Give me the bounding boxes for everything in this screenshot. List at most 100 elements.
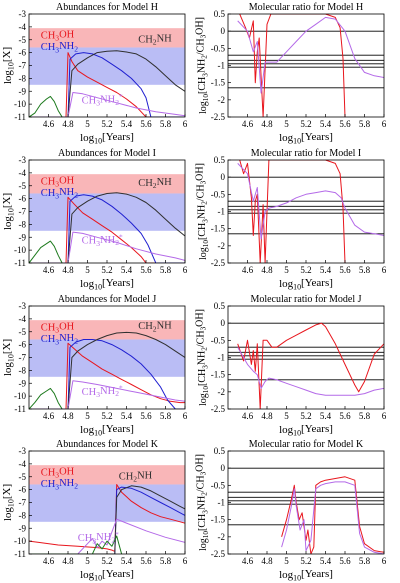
y-tick-label: -0.5 (211, 335, 226, 345)
x-tick-label: 6 (382, 411, 387, 421)
y-tick-label: 0.5 (214, 9, 226, 19)
y-axis-label: log10​[CH3​NH2​/CH3​OH] (195, 454, 211, 551)
x-tick-label: 6 (382, 265, 387, 275)
series-line-ratio (281, 476, 384, 554)
series-annotation: CH3​NH2​*​ (82, 232, 123, 248)
y-axis-label: log10​[X] (1, 339, 15, 376)
x-tick-label: 6 (382, 556, 387, 566)
x-axis-label: log10​[Years] (279, 131, 333, 145)
x-tick-label: 4.6 (43, 411, 55, 421)
observed-band (29, 193, 185, 231)
plot-area (29, 320, 185, 409)
x-tick-label: 5.8 (160, 556, 172, 566)
x-tick-label: 5 (85, 119, 90, 129)
observed-band (29, 47, 185, 85)
y-tick-label: 0 (221, 172, 226, 182)
series-annotation: CH3​NH2​*​ (82, 384, 123, 400)
x-tick-label: 4.6 (242, 265, 254, 275)
x-tick-label: 5.6 (339, 119, 351, 129)
observed-band (29, 174, 185, 194)
x-tick-label: 5.6 (339, 556, 351, 566)
series-line-ch3oh (29, 484, 185, 552)
y-tick-label: -6 (19, 194, 27, 204)
x-tick-label: 5.4 (121, 411, 133, 421)
x-tick-label: 4.8 (261, 556, 273, 566)
series-line-ratio-ice (237, 16, 384, 94)
series-line-ch3oh (29, 342, 185, 409)
chart-title: Molecular ratio for Model I (251, 148, 362, 159)
chart-panel: Abundances for Model J 4.6 4.8 5 5.2 5.4 5.6 5.… (1, 294, 188, 437)
series-line-ch3nh2- (29, 231, 185, 263)
y-tick-label: -3 (19, 9, 27, 19)
y-tick-label: -10 (14, 99, 26, 109)
x-axis-label: log10​[Years] (80, 277, 134, 291)
y-tick-label: -3 (19, 301, 27, 311)
observed-band (29, 465, 185, 485)
x-tick-label: 4.6 (242, 556, 254, 566)
series-annotation: CH2​NH (138, 177, 172, 190)
y-tick-label: -2.5 (211, 549, 226, 559)
x-tick-label: 5.2 (300, 556, 311, 566)
y-tick-label: -1.5 (211, 78, 226, 88)
x-tick-label: 5.4 (320, 119, 332, 129)
series-line-ch3nh2 (29, 339, 185, 409)
x-tick-label: 6 (183, 411, 188, 421)
y-tick-label: -10 (14, 245, 26, 255)
x-tick-label: 5.8 (359, 265, 371, 275)
x-tick-label: 4.6 (43, 119, 55, 129)
x-tick-label: 5.6 (339, 411, 351, 421)
x-tick-label: 5.4 (121, 265, 133, 275)
y-axis-label: log10​[X] (1, 47, 15, 84)
x-tick-label: 5.2 (101, 556, 112, 566)
observed-band (29, 28, 185, 48)
y-tick-label: -9 (19, 232, 27, 242)
series-line-green (29, 387, 63, 409)
y-tick-label: -1 (218, 353, 226, 363)
y-axis-label: log10​[CH3​NH2​/CH3​OH] (195, 309, 211, 406)
x-tick-label: 5.8 (359, 119, 371, 129)
x-tick-label: 4.8 (62, 411, 74, 421)
x-tick-label: 5 (284, 556, 289, 566)
x-tick-label: 6 (183, 556, 188, 566)
series-line-ratio (239, 160, 346, 263)
series-line-green (29, 240, 63, 263)
y-axis-label: log10​[CH3​NH2​/CH3​OH] (195, 163, 211, 260)
x-tick-label: 5.6 (140, 411, 152, 421)
x-tick-label: 5.4 (320, 411, 332, 421)
series-annotation: CH3​OH (41, 30, 75, 43)
y-tick-label: -7 (19, 207, 27, 217)
y-tick-label: 0 (221, 463, 226, 473)
y-axis-label: log10​[X] (1, 484, 15, 521)
observed-band (29, 339, 185, 377)
y-tick-label: -5 (19, 181, 27, 191)
y-tick-label: -9 (19, 86, 27, 96)
x-tick-label: 4.8 (62, 556, 74, 566)
series-annotation: CH3​NH2​*​ (78, 530, 119, 546)
series-line-ch2nh (29, 192, 185, 263)
chart-panel: Molecular ratio for Model K 4.6 4.8 5 5.2 5.4… (195, 439, 387, 582)
x-tick-label: 5 (284, 119, 289, 129)
y-tick-label: 0.5 (214, 155, 226, 165)
y-tick-label: -0.5 (211, 189, 226, 199)
y-tick-label: 0.5 (214, 446, 226, 456)
x-tick-label: 5.4 (121, 556, 133, 566)
x-tick-label: 5.6 (339, 265, 351, 275)
x-tick-label: 4.8 (261, 411, 273, 421)
y-tick-label: -4 (19, 168, 27, 178)
x-tick-label: 5.2 (300, 119, 311, 129)
series-line-green (29, 95, 63, 117)
chart-panel: Abundances for Model I 4.6 4.8 5 5.2 5.4 5.6 5.… (1, 148, 188, 291)
x-tick-label: 5.4 (320, 265, 332, 275)
series-line-ch3oh (29, 196, 185, 263)
y-tick-label: -8 (19, 73, 27, 83)
chart-panel: Molecular ratio for Model J 4.6 4.8 5 5.2 5.4… (195, 294, 387, 437)
y-tick-label: -11 (14, 112, 26, 122)
series-line-ch2nh (29, 485, 185, 554)
y-tick-label: -2 (218, 532, 226, 542)
series-annotation: CH3​OH (41, 176, 75, 189)
y-tick-label: -11 (14, 549, 26, 559)
y-tick-label: -2 (218, 95, 226, 105)
y-tick-label: -3 (19, 446, 27, 456)
chart-panel: Molecular ratio for Model H 4.6 4.8 5 5.2 5.4… (195, 2, 387, 145)
x-tick-label: 5.6 (140, 556, 152, 566)
